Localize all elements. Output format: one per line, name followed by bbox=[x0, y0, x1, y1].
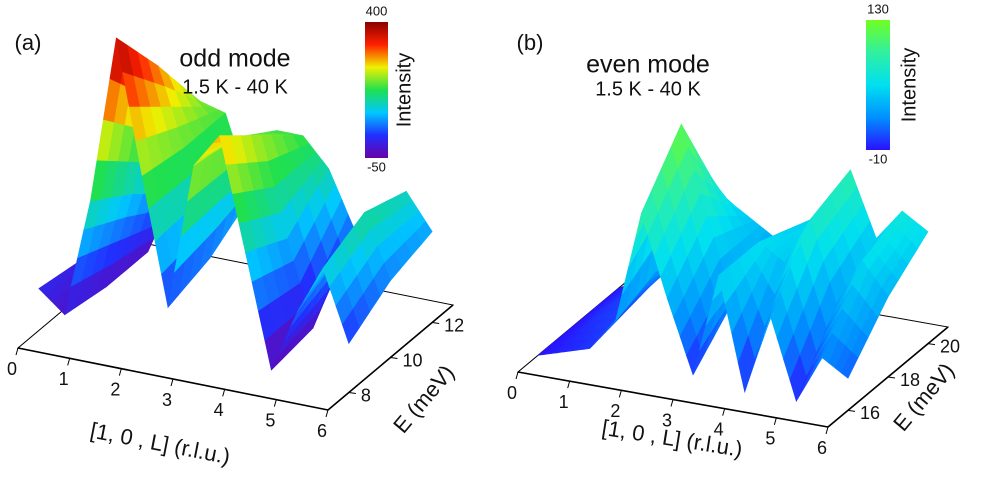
colorbar-label: Intensity bbox=[393, 53, 415, 127]
y-axis-label: E (meV) bbox=[888, 358, 959, 436]
x-tick-label: 3 bbox=[162, 390, 172, 410]
x-tick bbox=[326, 410, 328, 417]
x-tick-label: 6 bbox=[817, 438, 827, 458]
colorbar-tick-label: 400 bbox=[366, 3, 388, 18]
chart-subtitle: 1.5 K - 40 K bbox=[595, 78, 701, 100]
colorbar-tick-label: -50 bbox=[367, 159, 386, 174]
x-tick bbox=[119, 369, 121, 376]
colorbar-label: Intensity bbox=[898, 48, 920, 122]
y-tick-label: 10 bbox=[403, 350, 423, 370]
x-tick-label: 1 bbox=[59, 369, 69, 389]
x-tick bbox=[568, 381, 570, 388]
panel-label: (a) bbox=[15, 30, 42, 55]
x-tick bbox=[671, 400, 673, 407]
x-tick-label: 0 bbox=[507, 383, 517, 403]
chart-subtitle: 1.5 K - 40 K bbox=[182, 76, 288, 98]
y-tick bbox=[349, 393, 356, 394]
panel-label: (b) bbox=[517, 30, 544, 55]
x-tick bbox=[723, 409, 725, 416]
y-tick-label: 12 bbox=[444, 315, 464, 335]
x-tick-label: 1 bbox=[559, 392, 569, 412]
x-tick-label: 5 bbox=[765, 429, 775, 449]
x-tick-label: 2 bbox=[110, 379, 120, 399]
x-tick bbox=[619, 390, 621, 397]
y-tick bbox=[848, 410, 855, 411]
y-axis-label: E (meV) bbox=[388, 360, 459, 438]
x-tick bbox=[826, 427, 828, 434]
colorbar bbox=[365, 22, 388, 158]
x-axis-label: [1, 0 , L] (r.l.u.) bbox=[88, 418, 232, 470]
y-tick bbox=[432, 323, 439, 324]
colorbar-tick-label: 130 bbox=[867, 1, 889, 16]
x-tick-label: 5 bbox=[265, 410, 275, 430]
y-tick bbox=[391, 358, 398, 359]
y-tick bbox=[928, 344, 935, 345]
x-tick-label: 4 bbox=[214, 400, 224, 420]
x-tick bbox=[274, 400, 276, 407]
chart-title: odd mode bbox=[179, 45, 290, 73]
y-tick-label: 20 bbox=[940, 336, 960, 356]
y-tick-label: 8 bbox=[361, 385, 371, 405]
x-tick bbox=[16, 348, 18, 355]
y-tick bbox=[888, 377, 895, 378]
x-tick bbox=[516, 372, 518, 379]
chart-title: even mode bbox=[586, 51, 710, 79]
colorbar-tick-label: -10 bbox=[869, 151, 888, 166]
x-tick-label: 0 bbox=[7, 359, 17, 379]
x-tick bbox=[68, 358, 70, 365]
x-tick bbox=[171, 379, 173, 386]
x-tick bbox=[774, 418, 776, 425]
x-tick-label: 6 bbox=[317, 421, 327, 441]
colorbar bbox=[866, 20, 890, 150]
y-tick-label: 16 bbox=[860, 403, 880, 423]
x-tick bbox=[223, 389, 225, 396]
